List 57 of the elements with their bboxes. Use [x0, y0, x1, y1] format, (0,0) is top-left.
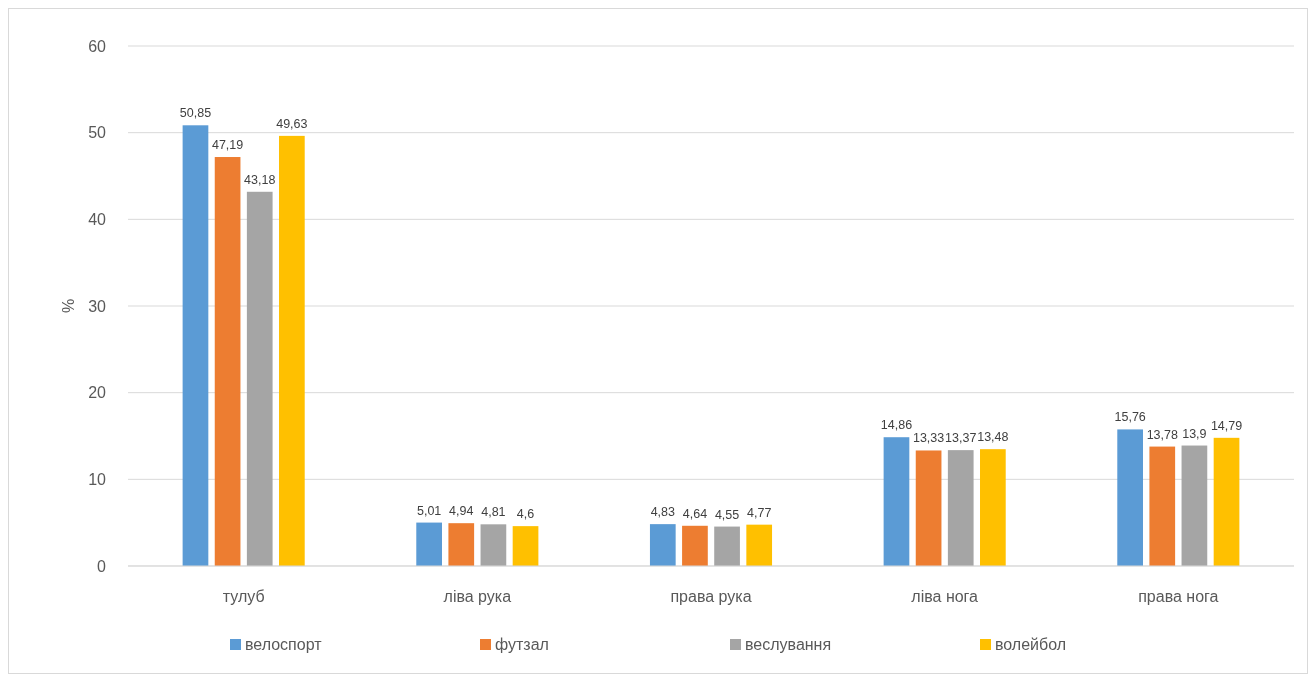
data-label: 15,76	[1114, 410, 1146, 425]
y-tick-label: 20	[88, 384, 107, 402]
bar	[512, 526, 539, 566]
data-label: 13,37	[945, 431, 977, 446]
y-tick-label: 40	[88, 210, 107, 228]
bar	[947, 450, 974, 566]
x-tick-label: права рука	[670, 588, 752, 605]
bar	[883, 437, 910, 566]
data-label: 4,81	[481, 505, 506, 520]
y-tick-label: 50	[88, 124, 107, 142]
bar	[1181, 445, 1208, 566]
data-label: 14,79	[1210, 418, 1243, 433]
x-tick-label: ліва нога	[911, 588, 979, 605]
legend-label: веслування	[745, 635, 832, 653]
y-tick-label: 10	[88, 470, 107, 488]
x-tick-label: права нога	[1138, 588, 1219, 605]
data-label: 4,64	[682, 506, 708, 521]
bar	[1117, 429, 1143, 566]
data-label: 49,63	[276, 116, 308, 131]
data-label: 13,9	[1182, 426, 1207, 441]
bar	[980, 449, 1006, 566]
y-tick-label: 30	[88, 297, 107, 315]
data-label: 13,78	[1146, 427, 1178, 442]
x-tick-label: ліва рука	[443, 588, 512, 605]
bar	[480, 524, 507, 566]
bar	[182, 125, 209, 566]
y-axis-title: %	[60, 298, 77, 314]
legend-label: футзал	[495, 635, 549, 653]
bar	[448, 523, 475, 566]
data-label: 43,18	[244, 172, 276, 187]
data-label: 47,19	[211, 138, 244, 153]
bar	[1149, 446, 1176, 566]
legend-label: велоспорт	[245, 635, 323, 653]
bar	[1213, 437, 1240, 566]
data-label: 4,94	[449, 504, 474, 519]
bar	[279, 135, 305, 566]
bar	[915, 450, 942, 566]
bar	[214, 157, 241, 566]
data-label: 13,48	[977, 430, 1009, 445]
bar	[746, 524, 773, 566]
x-tick-label: тулуб	[222, 588, 265, 605]
bar	[416, 522, 442, 566]
y-tick-label: 60	[88, 37, 107, 55]
bar	[649, 524, 676, 566]
data-label: 4,55	[714, 507, 740, 522]
y-tick-label: 0	[97, 557, 107, 575]
data-label: 4,83	[650, 505, 676, 520]
bar	[246, 191, 273, 566]
data-label: 5,01	[416, 503, 442, 518]
data-label: 4,77	[747, 505, 772, 520]
bar	[714, 526, 740, 566]
data-label: 50,85	[179, 106, 212, 121]
legend-label: волейбол	[995, 635, 1067, 653]
bar	[682, 525, 708, 566]
data-label: 13,33	[912, 431, 945, 446]
data-label: 4,6	[516, 507, 535, 522]
data-label: 14,86	[880, 418, 913, 433]
